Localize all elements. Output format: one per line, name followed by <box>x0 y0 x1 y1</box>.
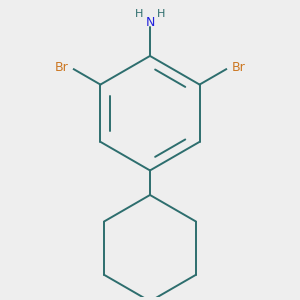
Text: Br: Br <box>55 61 69 74</box>
Text: H: H <box>157 9 165 20</box>
Text: Br: Br <box>231 61 245 74</box>
Text: N: N <box>145 16 155 29</box>
Text: H: H <box>135 9 143 20</box>
